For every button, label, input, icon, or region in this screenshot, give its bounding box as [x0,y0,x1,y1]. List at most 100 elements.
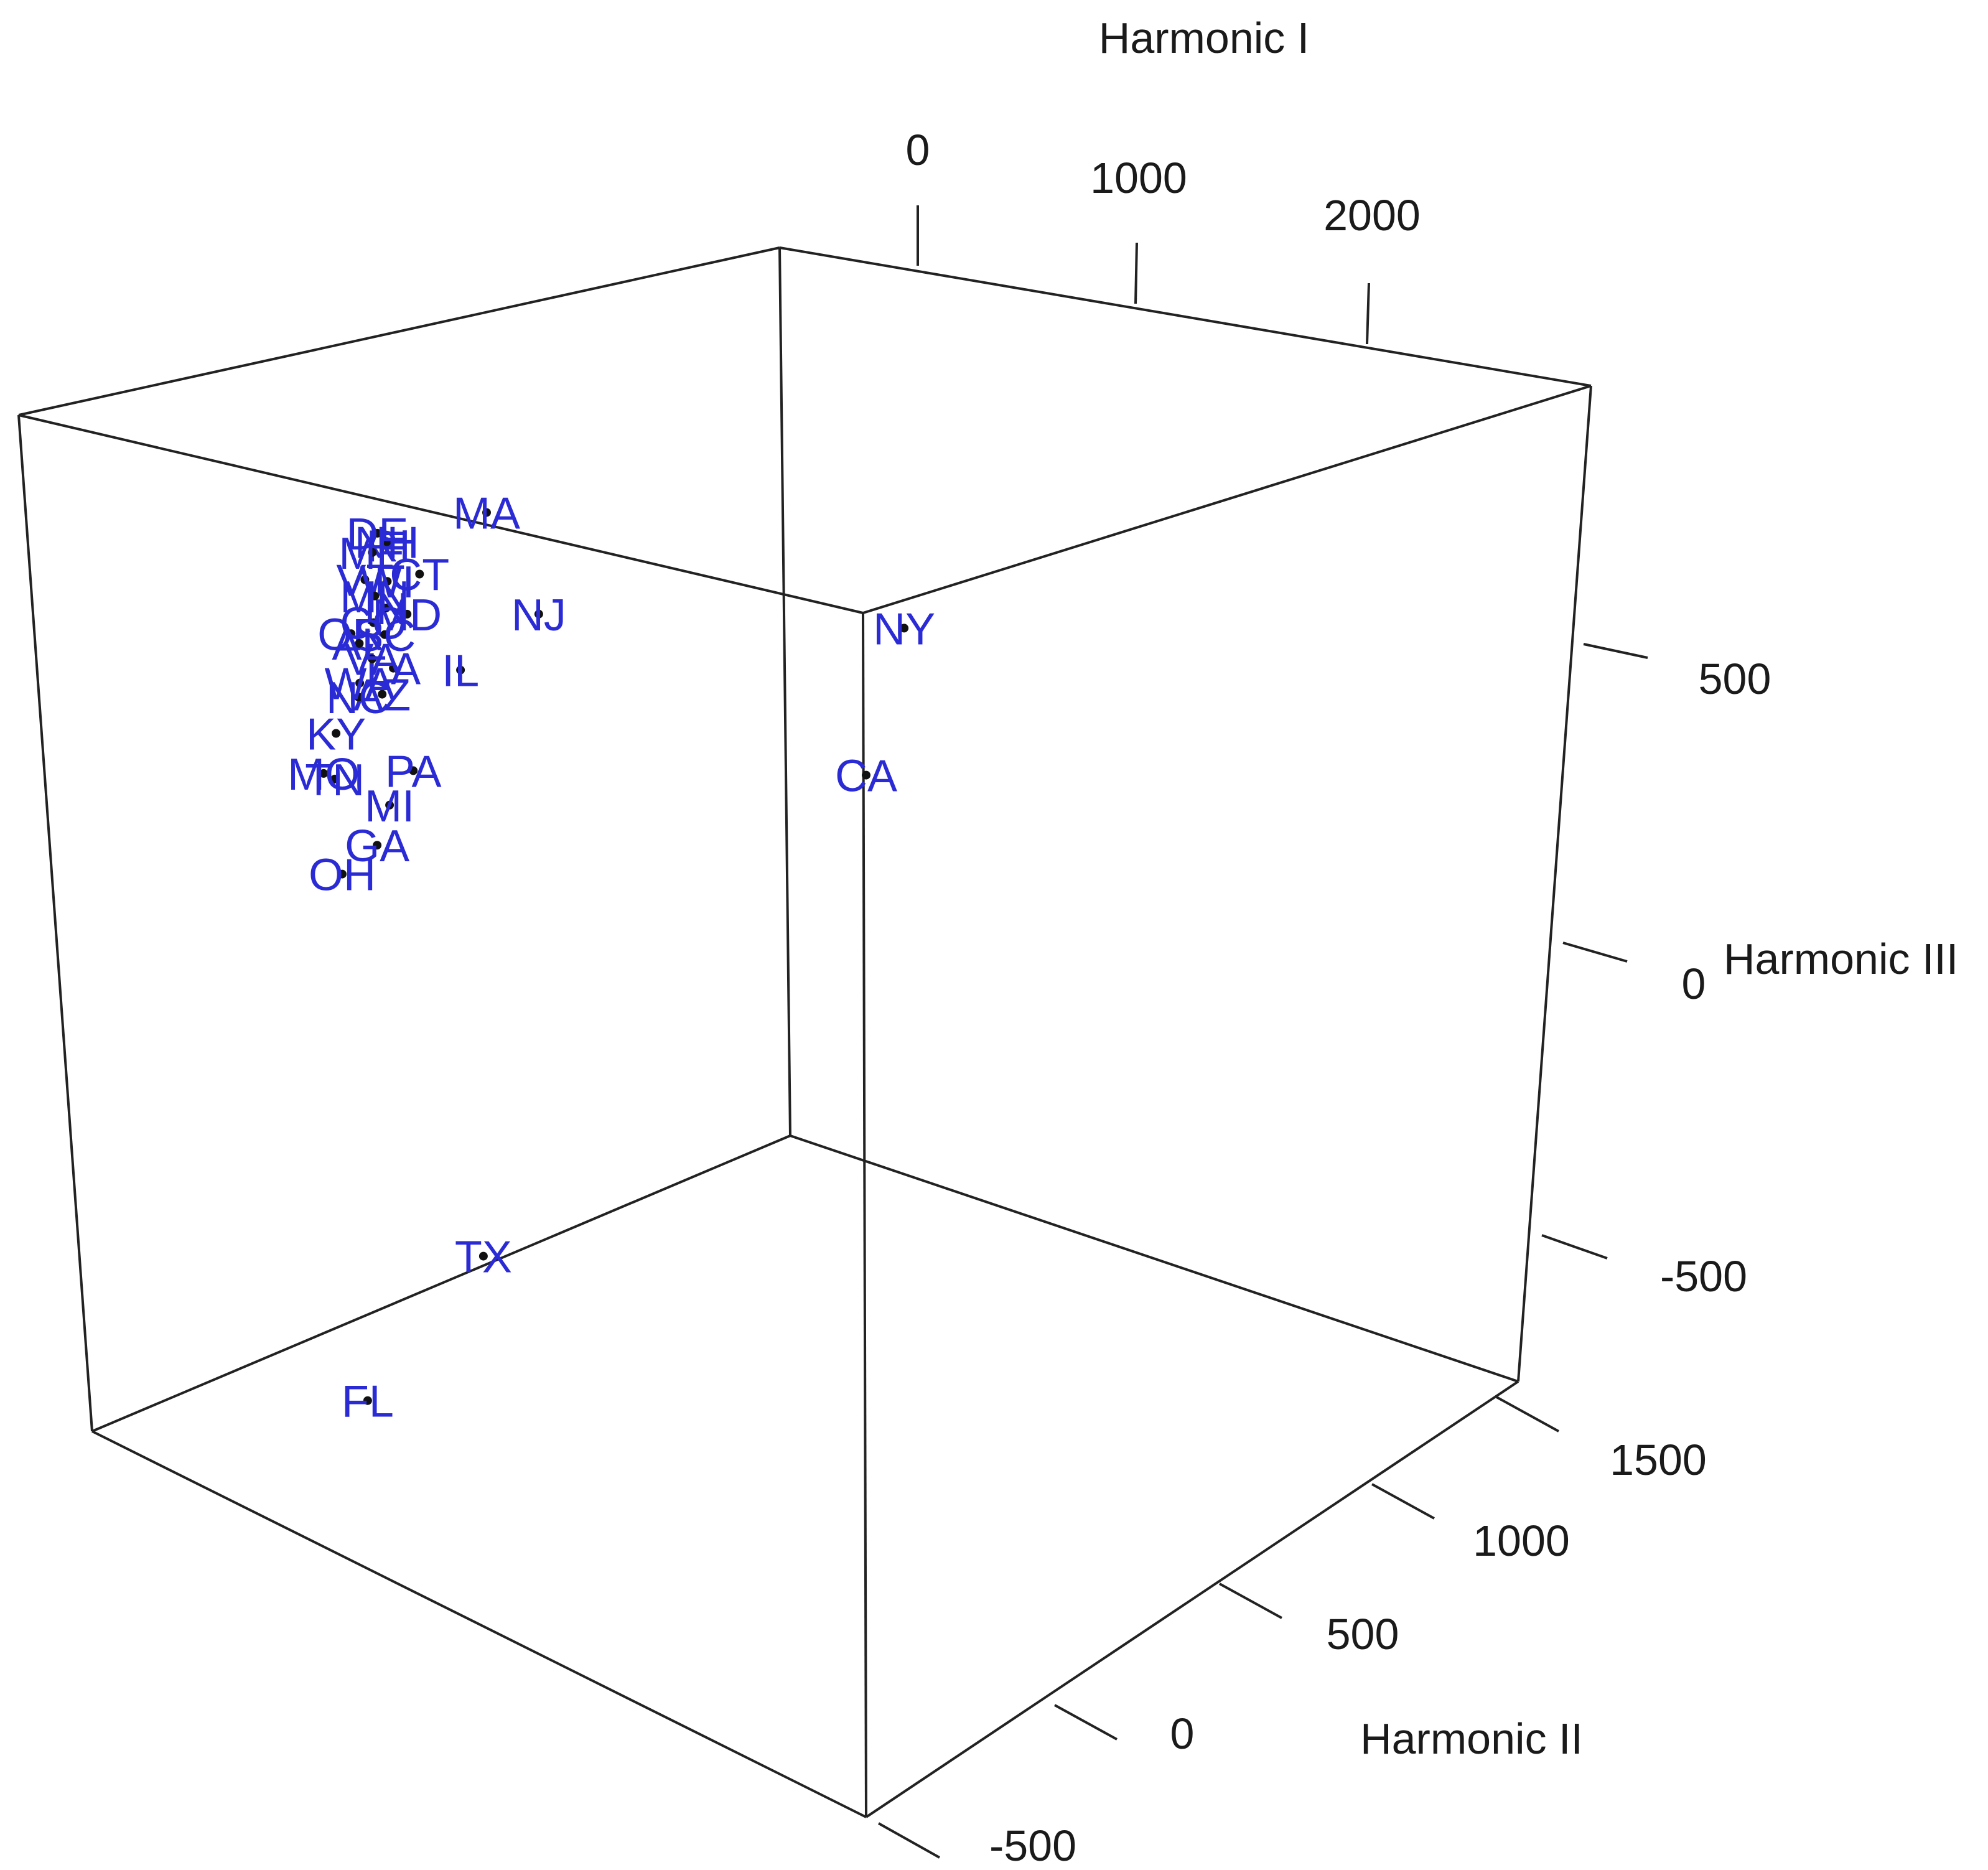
y-tick-label: 1500 [1610,1436,1707,1484]
point-label: MI [365,782,414,831]
data-point [360,575,370,584]
box-edge-left-vertical [17,414,93,1432]
data-point [482,508,491,517]
z-tick-label: -500 [1660,1252,1747,1301]
point-label: DE [346,510,408,559]
point-label: PA [385,747,442,797]
z-tick-mark [1583,643,1648,659]
point-label: VA [344,635,401,685]
y-tick-label: 1000 [1473,1517,1570,1565]
box-edge-back-bottom-left [91,1134,791,1433]
data-point [456,665,465,675]
point-label: NY [873,604,935,654]
y-axis: -500 0 500 1000 1500 Harmonic II [878,1396,1707,1870]
point-label: NJ [511,591,566,640]
x-axis: 0 1000 2000 Harmonic I [906,14,1421,345]
point-label: WI [360,558,414,607]
data-point [368,548,377,557]
point-label: CT [390,551,449,601]
data-point [354,693,363,702]
box-edge-bottom-front-right [865,1380,1519,1818]
point-label: ME [338,529,406,579]
box-edge-bottom-front-left [91,1430,867,1818]
data-point [332,729,341,738]
point-label: KY [306,710,366,760]
z-axis-title: Harmonic III [1724,935,1958,983]
data-point [403,609,412,619]
box-edge-right-vertical [1517,385,1592,1382]
point-label: CA [835,752,897,802]
data-point [380,630,390,639]
data-point [862,770,870,780]
x-tick-mark [1366,283,1370,345]
point-label: RI [366,521,411,571]
y-tick-label: -500 [989,1821,1076,1870]
data-point [409,766,418,775]
data-point [355,638,364,648]
data-point [382,537,391,546]
data-point [415,569,424,579]
box-edge-top-front-left [18,414,864,614]
z-tick-mark [1562,942,1628,963]
y-tick-mark [878,1822,940,1859]
point-label: FL [342,1377,394,1427]
y-tick-mark [1219,1582,1282,1619]
data-point [369,618,378,627]
z-tick-label: 0 [1682,960,1706,1008]
point-label: GA [345,821,409,871]
point-label: LA [366,645,421,694]
y-tick-label: 500 [1327,1610,1399,1658]
data-point [900,624,909,633]
data-point [373,528,382,538]
point-label: AZ [353,671,411,721]
z-axis: 500 0 -500 Harmonic III [1541,643,1958,1301]
box-edge-back-left [778,247,791,1136]
data-point [355,678,365,688]
point-label: NH [355,518,419,568]
point-label: MA [453,489,520,539]
x-tick-mark [1134,242,1138,304]
y-tick-label: 0 [1170,1709,1195,1758]
box-edge-back-bottom-right [790,1134,1519,1383]
data-points: CANYTXFLMANJILPAMIGAOHCTLAMDAZNCWAVAORVT… [287,489,935,1427]
x-tick-label: 2000 [1323,191,1421,240]
point-label: MN [340,573,409,622]
z-tick-mark [1541,1234,1608,1260]
data-point [338,869,347,879]
x-tick-label: 0 [906,126,930,174]
data-point [370,591,380,601]
x-axis-title: Harmonic I [1099,14,1309,62]
y-tick-mark [1496,1396,1559,1433]
point-label: CO [340,599,407,649]
data-point [378,690,387,699]
data-point [330,774,340,783]
y-tick-mark [1054,1704,1118,1741]
box-edge-back-top [779,246,1592,387]
point-label: IL [442,647,479,696]
point-label: MO [287,750,360,800]
y-axis-title: Harmonic II [1360,1714,1583,1763]
data-point [381,604,391,612]
data-point [389,663,398,673]
box-edge-front-vertical [862,612,867,1818]
box-edge-top-front-right [862,385,1592,614]
data-point [319,769,329,778]
data-point [383,577,392,586]
point-label: TX [455,1233,512,1283]
x-tick-label: 1000 [1090,154,1187,202]
box-edge-top-left [18,246,780,416]
data-point [363,1396,372,1405]
z-tick-label: 500 [1699,655,1771,703]
data-point [385,800,394,810]
plot-box [17,246,1592,1818]
point-label: WA [324,660,394,709]
data-point [534,609,543,619]
data-point [373,841,382,850]
data-point [478,1251,488,1261]
point-label: OH [309,851,376,900]
y-tick-mark [1371,1483,1435,1520]
point-label: TN [305,755,365,805]
point-label: AL [332,620,386,670]
data-point [368,654,377,663]
